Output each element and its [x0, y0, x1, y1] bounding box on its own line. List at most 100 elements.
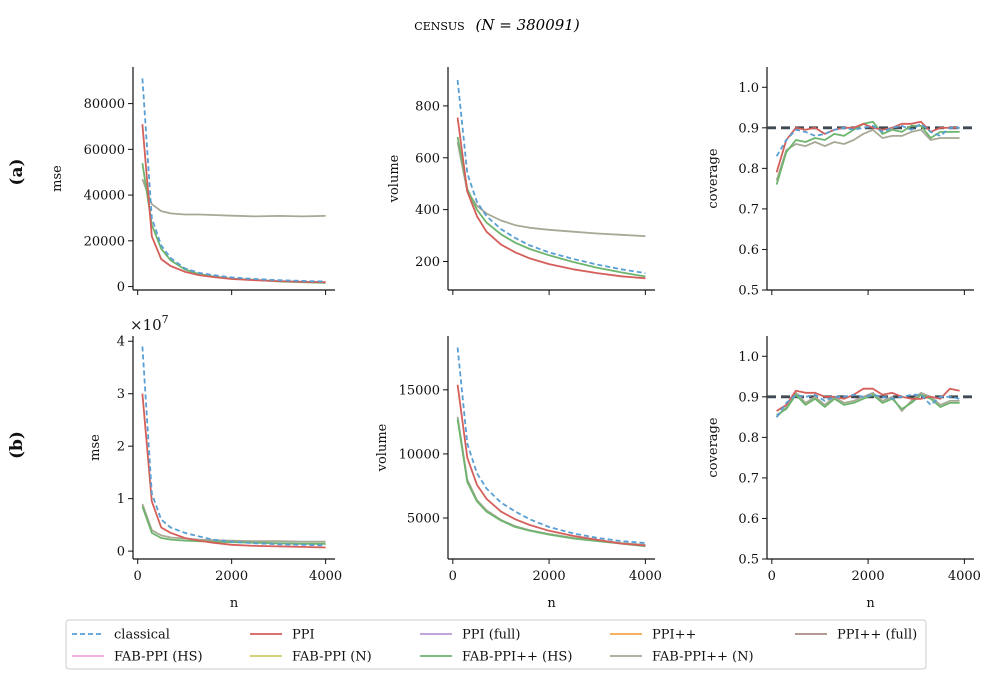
- panel-b-mse: 0 1 2 3 4 0 2000 4000 mse n ×107: [88, 313, 342, 611]
- series-line-ppi: [141, 124, 326, 284]
- legend-item: FAB-PPI++ (HS): [420, 650, 572, 665]
- xtick-label: 0: [449, 569, 457, 584]
- row-label-a: (a): [7, 158, 27, 185]
- legend-item: PPI (full): [420, 628, 520, 643]
- ytick-label: 40000: [84, 189, 125, 204]
- panel-a-coverage: 0.5 0.6 0.7 0.8 0.9 1.0 coverage: [706, 67, 974, 299]
- ylabel-a-mse: mse: [50, 165, 65, 192]
- ytick-label: 600: [415, 151, 440, 166]
- ylabel-a-volume: volume: [387, 154, 402, 203]
- series-line-fab-ppi-hs: [456, 419, 646, 548]
- ytick-label: 1.0: [738, 81, 759, 96]
- ytick-label: 0.7: [738, 202, 759, 217]
- xtick-label: 4000: [629, 569, 662, 584]
- series-line-fab-ppi-n: [456, 142, 646, 237]
- series-line-fab-ppi-n: [456, 416, 646, 546]
- series-line-ppi: [456, 384, 646, 547]
- legend-label: FAB-PPI (HS): [114, 650, 203, 665]
- legend-item: PPI++: [610, 628, 696, 643]
- row-label-b: (b): [7, 431, 27, 459]
- legend-item: FAB-PPI (HS): [72, 650, 203, 665]
- ytick-label: 1.0: [738, 350, 759, 365]
- series-line-fab-ppi-n: [141, 503, 326, 543]
- ytick-label: 80000: [84, 97, 125, 112]
- figure-title: census (N = 380091): [414, 16, 580, 34]
- series-line-fab-ppi-hs: [775, 120, 960, 185]
- ytick-label: 10000: [399, 447, 440, 462]
- series-line-classical: [456, 347, 646, 544]
- legend-label: classical: [114, 628, 170, 643]
- ytick-label: 0.6: [738, 243, 759, 258]
- ytick-label: 0.5: [738, 553, 759, 568]
- ytick-label: 800: [415, 99, 440, 114]
- xlabel-b-mse: n: [230, 596, 239, 611]
- ytick-label: 0.8: [738, 162, 759, 177]
- series-line-fab-ppi-n: [141, 178, 326, 218]
- panel-b-volume: 5000 10000 15000 0 2000 4000 volume n: [375, 336, 662, 611]
- ytick-label: 400: [415, 203, 440, 218]
- xtick-label: 4000: [309, 569, 342, 584]
- axis-multiplier: ×107: [130, 313, 169, 334]
- legend-item: PPI: [250, 628, 315, 643]
- legend: classical PPI PPI (full) PPI++ PPI++ (full) F…: [65, 619, 927, 670]
- ytick-label: 0.9: [738, 390, 759, 405]
- xtick-label: 2000: [215, 569, 248, 584]
- series-line-ppi: [776, 387, 960, 412]
- ytick-label: 15000: [399, 383, 440, 398]
- panels: 020000400006000080000mse200400600800volu…: [50, 67, 981, 611]
- legend-label: PPI (full): [462, 628, 520, 643]
- legend-item: FAB-PPI (N): [250, 650, 372, 665]
- series-line-ppi: [141, 393, 326, 549]
- panel-a-volume: 200 400 600 800 volume: [387, 67, 655, 295]
- ytick-label: 0.8: [738, 431, 759, 446]
- xtick-label: 4000: [948, 569, 981, 584]
- series-line-classical: [141, 78, 326, 283]
- ylabel-b-volume: volume: [375, 423, 390, 472]
- xlabel-b-volume: n: [547, 596, 556, 611]
- ytick-label: 200: [415, 255, 440, 270]
- ytick-label: 0: [117, 280, 125, 295]
- ytick-label: 2: [117, 440, 125, 455]
- series-line-ppi: [775, 120, 960, 173]
- ytick-label: 0.7: [738, 471, 759, 486]
- ytick-label: 0.5: [738, 284, 759, 299]
- series-line-classical: [456, 79, 646, 274]
- figure-title-size: (N = 380091): [476, 16, 580, 34]
- legend-label: FAB-PPI++ (N): [652, 650, 754, 665]
- ylabel-b-mse: mse: [88, 434, 103, 461]
- series-line-fab-ppi-n: [775, 391, 960, 418]
- series-line-fab-ppi-n: [775, 128, 960, 181]
- ytick-label: 60000: [84, 143, 125, 158]
- xlabel-b-coverage: n: [866, 596, 875, 611]
- figure-title-dataset: census: [414, 16, 464, 34]
- xtick-label: 2000: [852, 569, 885, 584]
- series-line-classical: [775, 393, 960, 418]
- ytick-label: 0: [117, 545, 125, 560]
- ytick-label: 1: [117, 492, 125, 507]
- series-line-fab-ppi-hs: [456, 136, 646, 278]
- xtick-label: 0: [134, 569, 142, 584]
- ytick-label: 5000: [407, 511, 440, 526]
- panel-a-mse: 0 20000 40000 60000 80000 mse: [50, 67, 335, 295]
- ylabel-b-coverage: coverage: [706, 417, 721, 477]
- legend-item: PPI++ (full): [795, 628, 917, 643]
- legend-label: FAB-PPI (N): [292, 650, 372, 665]
- series-line-ppi: [456, 117, 646, 280]
- legend-label: PPI++ (full): [837, 628, 917, 643]
- ytick-label: 0.6: [738, 512, 759, 527]
- series-line-classical: [141, 346, 326, 547]
- legend-label: PPI: [292, 628, 315, 643]
- legend-label: FAB-PPI++ (HS): [462, 650, 572, 665]
- legend-item: classical: [72, 628, 170, 643]
- series-line-classical: [775, 122, 960, 157]
- ytick-label: 3: [117, 387, 125, 402]
- legend-label: PPI++: [652, 628, 696, 643]
- panel-b-coverage: 0.5 0.6 0.7 0.8 0.9 1.0 0 2000 4000 coverage n: [706, 336, 981, 611]
- xtick-label: 2000: [533, 569, 566, 584]
- ytick-label: 0.9: [738, 121, 759, 136]
- ytick-label: 4: [117, 335, 125, 350]
- ylabel-a-coverage: coverage: [706, 148, 721, 208]
- ytick-label: 20000: [84, 234, 125, 249]
- series-line-fab-ppi-hs: [776, 393, 960, 416]
